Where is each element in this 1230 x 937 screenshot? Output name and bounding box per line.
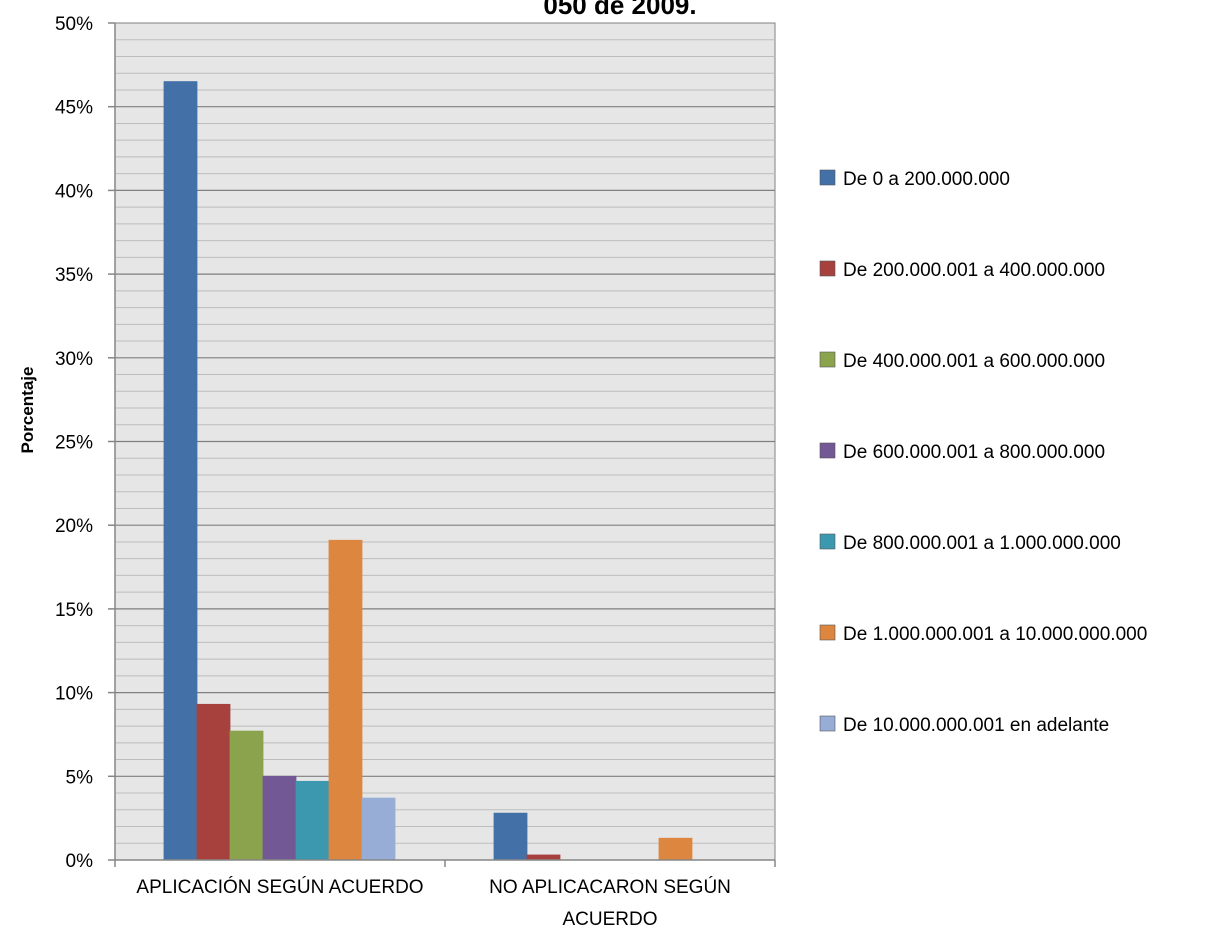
legend-label: De 1.000.000.001 a 10.000.000.000 <box>843 624 1147 645</box>
legend-label: De 10.000.000.001 en adelante <box>843 715 1109 736</box>
y-tick-label: 50% <box>55 14 93 35</box>
y-tick-label: 20% <box>55 516 93 537</box>
legend-swatch <box>819 624 836 641</box>
legend: De 0 a 200.000.000 De 200.000.001 a 400.0… <box>819 169 1147 736</box>
bar <box>328 539 363 861</box>
bar <box>229 730 264 861</box>
bar <box>493 812 528 861</box>
y-tick-label: 35% <box>55 265 93 286</box>
bars <box>163 81 693 861</box>
bar <box>163 81 198 861</box>
legend-swatch <box>819 169 836 186</box>
legend-swatch <box>819 715 836 732</box>
legend-label: De 0 a 200.000.000 <box>843 169 1010 190</box>
legend-swatch <box>819 533 836 550</box>
bar <box>658 837 693 861</box>
y-tick-label: 25% <box>55 433 93 454</box>
y-tick-label: 10% <box>55 684 93 705</box>
y-tick-labels: 0% 5% 10% 15% 20% 25% 30% 35% 40% 45% 50% <box>55 14 93 872</box>
y-axis-label: Porcentaje <box>18 367 37 454</box>
y-tick-label: 45% <box>55 98 93 119</box>
legend-swatch <box>819 351 836 368</box>
bar <box>262 775 297 861</box>
axes <box>108 22 776 867</box>
chart-title: 050 de 2009. <box>543 0 696 20</box>
x-category-label: NO APLICACARON SEGÚN ACUERDO <box>489 876 731 930</box>
x-category-label: APLICACIÓN SEGÚN ACUERDO <box>136 876 423 898</box>
x-category-labels: APLICACIÓN SEGÚN ACUERDO NO APLICACARON S… <box>136 876 730 930</box>
legend-swatch <box>819 442 836 459</box>
bar <box>361 797 396 861</box>
y-tick-label: 40% <box>55 181 93 202</box>
legend-swatch <box>819 260 836 277</box>
y-tick-label: 5% <box>66 767 94 788</box>
legend-label: De 400.000.001 a 600.000.000 <box>843 351 1105 372</box>
bar <box>196 703 231 861</box>
legend-label: De 600.000.001 a 800.000.000 <box>843 442 1105 463</box>
y-tick-label: 0% <box>66 851 94 872</box>
y-tick-label: 15% <box>55 600 93 621</box>
bar <box>295 780 330 861</box>
y-tick-label: 30% <box>55 349 93 370</box>
legend-label: De 200.000.001 a 400.000.000 <box>843 260 1105 281</box>
legend-label: De 800.000.001 a 1.000.000.000 <box>843 533 1121 554</box>
bar <box>526 854 561 861</box>
